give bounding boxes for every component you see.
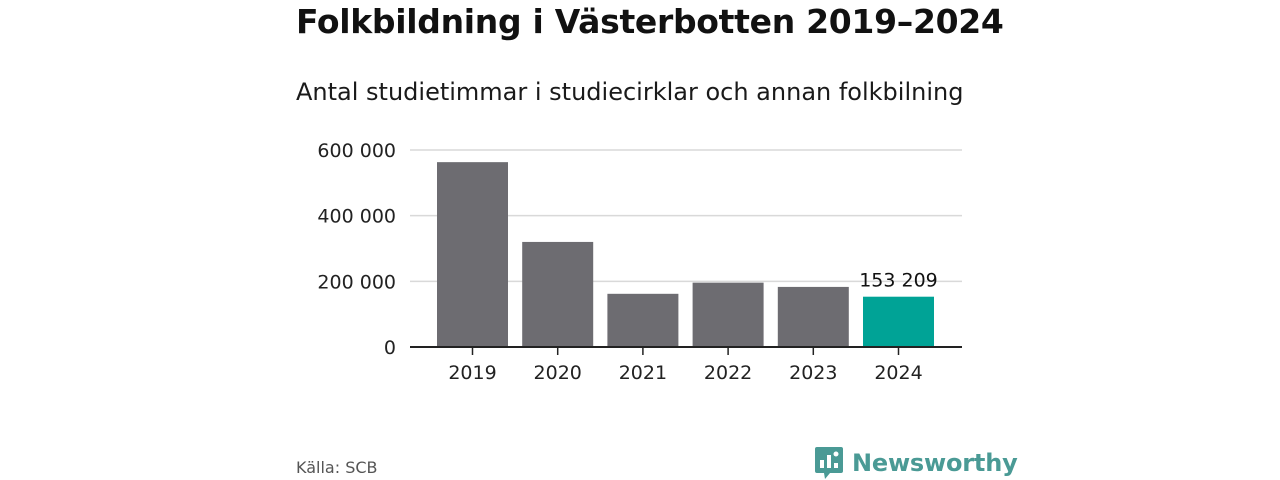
bar-2021	[607, 293, 679, 347]
x-tick-label: 2022	[704, 362, 752, 384]
x-tick-label: 2021	[619, 362, 667, 384]
y-tick-label: 600 000	[317, 140, 396, 162]
y-tick-label: 200 000	[317, 271, 396, 293]
y-tick-label: 400 000	[317, 206, 396, 228]
chart-title: Folkbildning i Västerbotten 2019–2024	[296, 2, 1004, 41]
data-label-2024: 153 209	[859, 270, 938, 292]
x-tick-label: 2019	[448, 362, 496, 384]
x-tick-label: 2023	[789, 362, 837, 384]
bar-2019	[437, 162, 508, 347]
newsworthy-logo: Newsworthy	[814, 446, 1018, 480]
newsworthy-logo-icon	[815, 447, 843, 479]
bar-2020	[522, 241, 594, 347]
bar-2022	[692, 282, 764, 347]
x-tick-label: 2020	[534, 362, 582, 384]
chart-subtitle: Antal studietimmar i studiecirklar och a…	[296, 78, 964, 106]
source-note: Källa: SCB	[296, 458, 378, 477]
bar-2024	[863, 296, 934, 347]
x-tick-label: 2024	[874, 362, 922, 384]
newsworthy-logo-text: Newsworthy	[852, 449, 1018, 477]
y-tick-label: 0	[384, 337, 396, 359]
bar-2023	[777, 286, 849, 347]
